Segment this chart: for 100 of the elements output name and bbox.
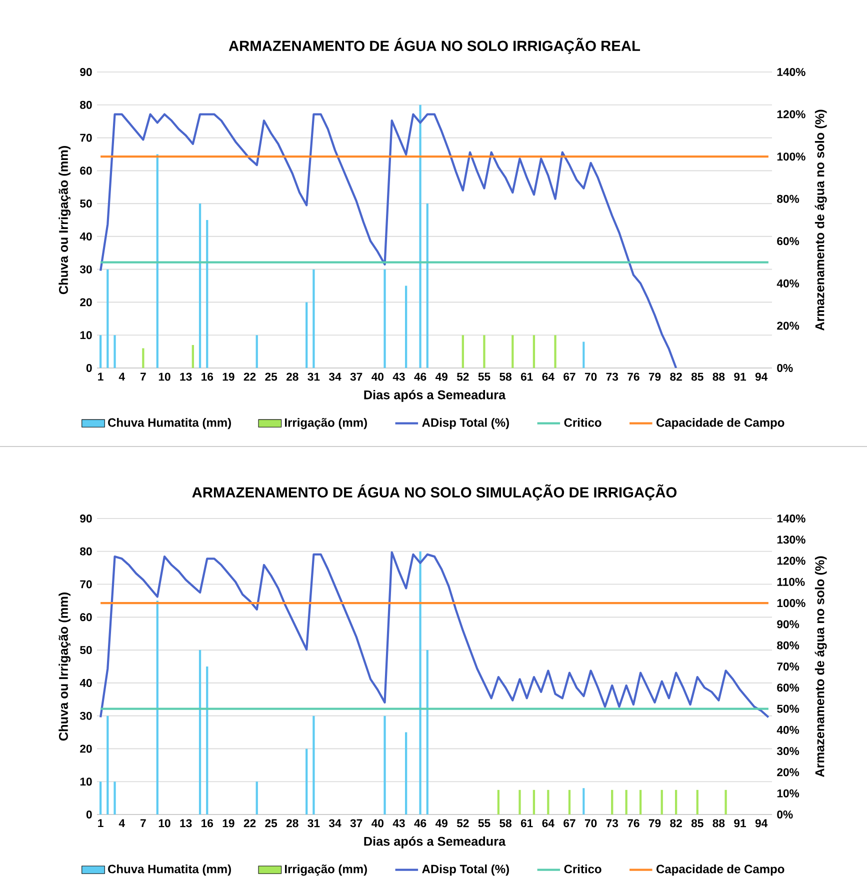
legend-label: Irrigação (mm) [284, 418, 367, 430]
bar [547, 790, 550, 814]
y2-tick-label: 10% [777, 789, 800, 798]
y-tick-label: 60 [80, 166, 92, 175]
bar [312, 269, 315, 368]
x-tick-label: 67 [564, 372, 576, 381]
x-tick-label: 94 [755, 372, 768, 381]
x-tick-label: 82 [670, 819, 682, 828]
x-axis-title: Dias após a Semeadura [364, 390, 506, 402]
y2-tick-label: 0% [777, 810, 793, 818]
bar [625, 790, 628, 814]
x-tick-label: 88 [712, 819, 725, 828]
x-tick-label: 7 [140, 819, 146, 827]
y2-tick-label: 130% [777, 536, 806, 544]
y2-axis-title: Armazenamento de água no solo (%) [814, 110, 827, 331]
bar [306, 302, 308, 368]
x-tick-label: 88 [712, 372, 725, 381]
x-axis-title: Dias após a Semeadura [364, 836, 506, 848]
x-tick-label: 58 [500, 819, 512, 828]
bar [384, 716, 386, 814]
y2-tick-label: 100% [777, 599, 806, 608]
y-tick-label: 10 [80, 778, 92, 786]
x-tick-label: 19 [222, 819, 234, 828]
legend-label: Capacidade de Campo [656, 864, 784, 876]
y2-tick-label: 40% [776, 726, 800, 734]
x-tick-label: 85 [691, 819, 704, 828]
bar [512, 335, 514, 368]
bar [554, 335, 556, 368]
x-tick-label: 46 [414, 372, 426, 381]
y-tick-label: 50 [80, 646, 92, 654]
y-tick-label: 70 [80, 134, 92, 142]
y-tick-label: 60 [80, 613, 92, 622]
x-tick-label: 1 [98, 819, 104, 827]
y2-tick-label: 20% [777, 322, 800, 330]
bar [462, 335, 464, 368]
y2-tick-label: 50% [777, 704, 800, 713]
bar [483, 335, 486, 368]
x-tick-label: 79 [648, 819, 661, 828]
y-tick-label: 0 [86, 810, 92, 818]
y-tick-label: 30 [80, 712, 92, 720]
bar [696, 790, 698, 814]
x-tick-label: 91 [734, 372, 746, 381]
x-tick-label: 22 [244, 819, 256, 828]
y2-tick-label: 90% [777, 620, 800, 628]
y-tick-label: 80 [80, 100, 92, 109]
x-tick-label: 49 [435, 372, 448, 381]
x-tick-label: 73 [606, 372, 618, 381]
x-tick-label: 76 [628, 819, 640, 828]
y2-tick-label: 60% [777, 237, 800, 246]
x-tick-label: 34 [328, 819, 342, 828]
y2-axis-title: Armazenamento de água no solo (%) [814, 556, 827, 778]
bar [256, 335, 258, 368]
y2-tick-label: 120% [777, 556, 806, 565]
y-tick-label: 90 [80, 514, 92, 523]
chart-title: ARMAZENAMENTO DE ÁGUA NO SOLO SIMULAÇÃO DE IRRIGAÇÃO [192, 484, 677, 500]
y2-tick-label: 20% [777, 768, 800, 776]
x-tick-label: 1 [98, 372, 104, 381]
y2-tick-label: 0% [777, 364, 793, 372]
bar [106, 716, 109, 814]
y-tick-label: 40 [80, 678, 92, 687]
y-tick-label: 0 [86, 364, 92, 372]
x-tick-label: 85 [691, 372, 704, 381]
bar [639, 790, 642, 814]
bar [206, 666, 208, 814]
x-tick-label: 16 [202, 372, 214, 381]
bar [660, 790, 663, 814]
x-tick-label: 67 [564, 819, 576, 828]
y2-tick-label: 80% [777, 641, 800, 650]
x-tick-label: 55 [478, 819, 490, 828]
x-tick-label: 40 [372, 372, 384, 381]
y2-tick-label: 110% [777, 578, 805, 586]
y2-tick-label: 60% [777, 684, 800, 692]
x-tick-label: 22 [244, 372, 256, 381]
bar [419, 104, 422, 368]
x-tick-label: 7 [140, 372, 146, 381]
x-tick-label: 34 [328, 372, 342, 381]
y2-tick-label: 80% [777, 194, 800, 203]
y-tick-label: 10 [80, 331, 92, 340]
x-tick-label: 31 [308, 819, 320, 828]
x-tick-label: 82 [670, 372, 682, 381]
y-tick-label: 20 [80, 298, 92, 306]
legend-label: Chuva Humatita (mm) [108, 418, 231, 430]
x-tick-label: 43 [392, 372, 405, 381]
x-tick-label: 58 [500, 372, 512, 381]
legend-label: Critico [564, 418, 602, 427]
bar [568, 790, 571, 814]
y2-tick-label: 140% [777, 68, 806, 76]
x-tick-label: 55 [478, 372, 490, 381]
y-tick-label: 20 [80, 744, 92, 753]
legend-label: Chuva Humatita (mm) [108, 864, 231, 876]
x-tick-label: 49 [435, 819, 448, 828]
y2-tick-label: 40% [776, 279, 800, 288]
x-tick-label: 10 [158, 372, 170, 381]
x-tick-label: 52 [456, 819, 469, 828]
bar [306, 748, 308, 814]
x-tick-label: 61 [520, 372, 533, 381]
x-tick-label: 16 [202, 819, 214, 828]
bar [142, 348, 144, 368]
x-tick-label: 70 [584, 372, 597, 381]
y2-tick-label: 70% [777, 662, 800, 670]
